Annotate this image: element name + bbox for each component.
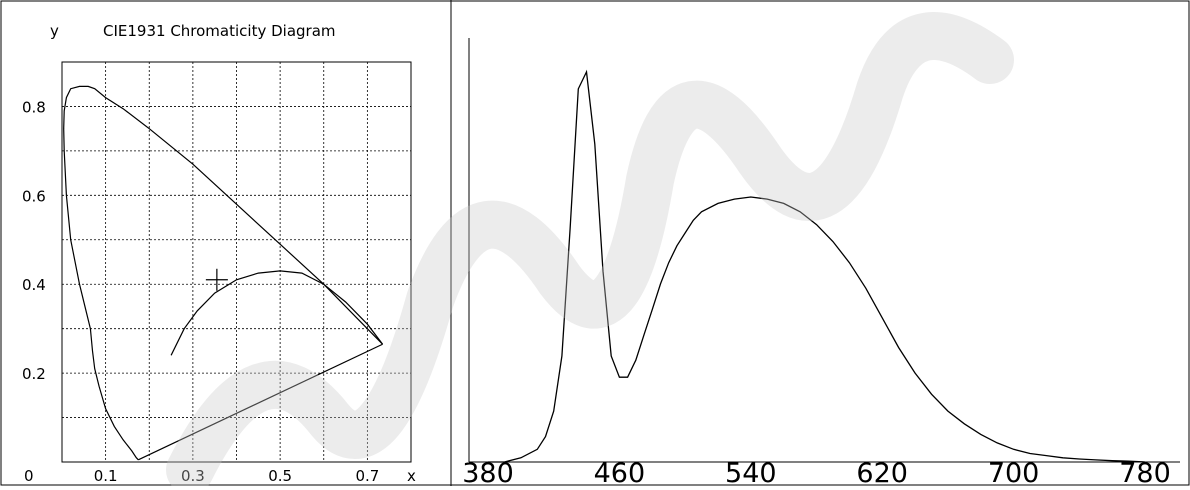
spectrum-x-tick-label-5: 780: [1119, 458, 1171, 486]
cie-origin-label: 0: [24, 467, 34, 485]
cie-chart: CIE1931 Chromaticity Diagram y 0 x 0.1 0.…: [22, 22, 416, 485]
spectrum-x-tick-label-3: 620: [856, 458, 908, 486]
spectrum-curve-group: [488, 69, 1146, 463]
spectrum-x-tick-label-4: 700: [988, 458, 1040, 486]
chromaticity-point-marker: [205, 268, 228, 291]
cie-grid: [62, 62, 411, 462]
cie-y-tick-label-1: 0.4: [22, 276, 46, 294]
spectral-locus-line: [63, 85, 384, 461]
cie-y-tick-label-0: 0.2: [22, 365, 46, 383]
cie-plot-frame: [61, 61, 412, 463]
cie-y-tick-label-3: 0.8: [22, 98, 46, 116]
cie-x-tick-label-2: 0.5: [268, 467, 292, 485]
planckian-locus-line: [170, 270, 384, 356]
cie-x-tick-label-3: 0.7: [355, 467, 379, 485]
spectrum-series-line-0: [488, 69, 1146, 463]
purple-line: [138, 343, 383, 461]
cie-x-tick-label-1: 0.3: [181, 467, 205, 485]
spectrum-x-tick-label-2: 540: [725, 458, 777, 486]
cie-title: CIE1931 Chromaticity Diagram: [103, 22, 336, 40]
spectrum-x-tick-label-1: 460: [594, 458, 646, 486]
spectrum-chart: 380 460 540 620 700 780: [462, 38, 1180, 489]
cie-x-tick-label-0: 0.1: [94, 467, 118, 485]
spectrum-tick-labels: 380 460 540 620 700 780: [462, 458, 1171, 489]
spectrum-x-tick-label-0: 380: [462, 458, 514, 486]
cie-y-axis-label: y: [50, 22, 59, 40]
cie-curves: [63, 85, 384, 461]
cie-tick-labels: 0.1 0.3 0.5 0.7 0.2 0.4 0.6 0.8: [22, 98, 379, 485]
cie-y-tick-label-2: 0.6: [22, 187, 46, 205]
cie-x-axis-label: x: [407, 467, 416, 485]
